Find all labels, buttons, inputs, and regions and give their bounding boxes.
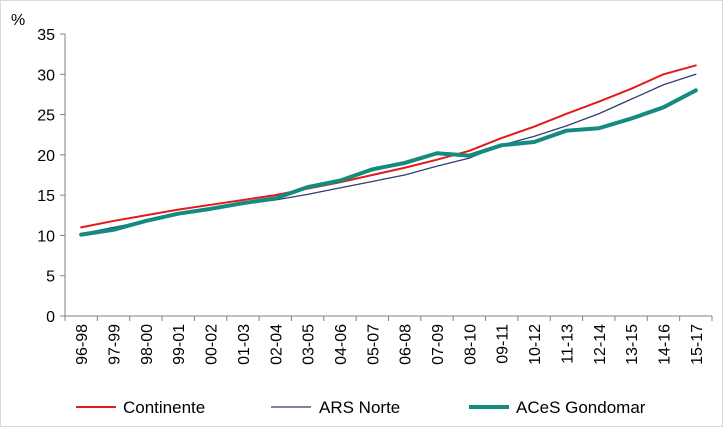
series-layer	[79, 64, 698, 237]
x-tick-label: 01-03	[236, 324, 253, 365]
x-tick-label: 12-14	[592, 324, 609, 365]
series-line-continente	[80, 64, 697, 229]
x-axis: 96-98 97-99 98-00 99-01 00-02 01-03 02-04 03-05…	[64, 315, 713, 365]
y-tick-label: 5	[46, 269, 55, 286]
x-tick-label: 04-06	[333, 324, 350, 365]
x-tick-label: 15-17	[689, 324, 706, 365]
y-tick-label: 30	[37, 67, 55, 84]
x-tick-label: 06-08	[398, 324, 415, 365]
legend-label: ARS Norte	[319, 398, 400, 417]
x-tick-label: 14-16	[656, 324, 673, 365]
x-tick-label: 10-12	[527, 324, 544, 365]
x-tick-label: 05-07	[365, 324, 382, 365]
x-tick-label: 13-15	[624, 324, 641, 365]
y-tick-label: 35	[37, 27, 55, 44]
y-axis: 0 5 10 15 20 25 30 35	[37, 27, 66, 326]
x-tick-label: 07-09	[430, 324, 447, 365]
x-tick-label: 11-13	[559, 324, 576, 364]
y-tick-label: 20	[37, 148, 55, 165]
x-tick-label: 98-00	[139, 324, 156, 365]
x-tick-label: 09-11	[495, 324, 512, 364]
x-tick-label: 03-05	[301, 324, 318, 365]
y-tick-label: 25	[37, 108, 55, 125]
x-tick-label: 02-04	[268, 324, 285, 365]
legend: Continente ARS Norte ACeS Gondomar	[76, 398, 646, 417]
series-line-aces-gondomar	[79, 88, 698, 237]
legend-label: Continente	[123, 398, 205, 417]
y-tick-label: 0	[46, 309, 55, 326]
x-tick-label: 08-10	[462, 324, 479, 365]
y-tick-label: 15	[37, 188, 55, 205]
x-tick-label: 99-01	[171, 324, 188, 365]
x-tick-label: 97-99	[107, 324, 124, 365]
y-tick-label: 10	[37, 228, 55, 245]
legend-label: ACeS Gondomar	[516, 398, 646, 417]
y-axis-label: %	[11, 12, 25, 29]
x-tick-label: 96-98	[74, 324, 91, 365]
x-tick-label: 00-02	[204, 324, 221, 365]
